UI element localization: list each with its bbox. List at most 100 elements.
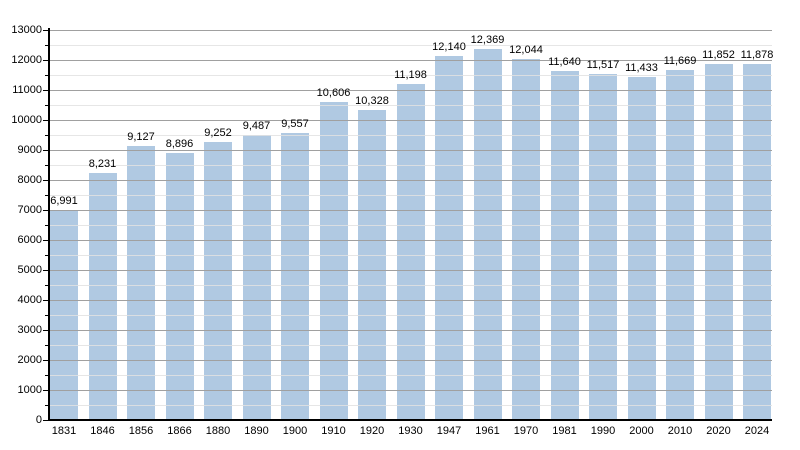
y-major-tick xyxy=(43,29,48,31)
x-tick-label: 1866 xyxy=(167,425,192,437)
bar-value-label: 11,669 xyxy=(663,54,697,67)
y-tick-label: 2000 xyxy=(17,354,42,366)
bar xyxy=(396,84,425,420)
x-tick-label: 1947 xyxy=(436,425,462,437)
bar-value-label: 11,517 xyxy=(586,59,620,72)
y-major-tick xyxy=(43,419,48,421)
gridline-major xyxy=(49,29,772,31)
gridline-major xyxy=(49,119,772,121)
x-tick-label: 2020 xyxy=(706,425,731,437)
bar xyxy=(435,55,463,420)
bar xyxy=(666,69,694,420)
bar-value-label: 11,433 xyxy=(625,62,658,74)
y-tick-label: 1000 xyxy=(17,384,42,396)
bar-value-label: 8,231 xyxy=(88,158,117,171)
x-axis xyxy=(48,419,772,421)
x-tick-label: 2024 xyxy=(744,425,770,437)
x-tick-label: 2010 xyxy=(667,425,693,437)
y-major-tick xyxy=(43,329,48,331)
x-tick-label: 1831 xyxy=(51,425,77,437)
gridline-major xyxy=(49,59,772,61)
x-tick-label: 2000 xyxy=(629,425,654,437)
bar xyxy=(88,173,117,420)
bar xyxy=(473,48,502,420)
gridline-minor xyxy=(49,344,772,346)
x-tick-label: 1880 xyxy=(205,425,231,437)
bar xyxy=(281,133,309,420)
bar-value-label: 12,369 xyxy=(470,33,505,46)
gridline-minor xyxy=(49,374,772,376)
y-major-tick xyxy=(43,119,48,121)
y-tick-label: 6000 xyxy=(17,234,42,246)
gridline-minor xyxy=(49,134,772,136)
y-major-tick xyxy=(43,209,48,211)
x-tick-label: 1970 xyxy=(513,425,539,437)
gridline-major xyxy=(49,299,772,301)
y-minor-tick xyxy=(45,104,48,106)
bar-value-label: 12,140 xyxy=(432,40,466,53)
bar-value-label: 10,328 xyxy=(355,95,389,108)
y-tick-label: 13000 xyxy=(11,24,42,36)
y-major-tick xyxy=(43,179,48,181)
gridline-minor xyxy=(49,284,772,286)
y-minor-tick xyxy=(45,404,48,406)
gridline-minor xyxy=(49,194,772,196)
y-minor-tick xyxy=(45,194,48,196)
bar-value-label: 10,606 xyxy=(316,86,351,99)
x-tick-label: 1910 xyxy=(321,425,346,437)
bar xyxy=(550,70,579,420)
bar-value-label: 8,896 xyxy=(165,138,194,151)
y-tick-label: 10000 xyxy=(11,114,42,126)
y-minor-tick xyxy=(45,134,48,136)
y-tick-label: 3000 xyxy=(17,324,42,336)
bar xyxy=(165,153,194,420)
bar-value-label: 9,252 xyxy=(204,127,232,140)
y-axis xyxy=(48,28,50,421)
gridline-major xyxy=(49,149,772,151)
y-major-tick xyxy=(43,239,48,241)
y-major-tick xyxy=(43,59,48,61)
y-minor-tick xyxy=(45,374,48,376)
y-tick-label: 12000 xyxy=(11,54,42,66)
gridline-major xyxy=(49,329,772,331)
x-tick-label: 1900 xyxy=(282,425,308,437)
x-tick-label: 1890 xyxy=(244,425,269,437)
x-tick-label: 1930 xyxy=(398,425,423,437)
y-major-tick xyxy=(43,269,48,271)
bar xyxy=(358,110,386,420)
bar xyxy=(127,146,155,420)
gridline-major xyxy=(49,389,772,391)
y-minor-tick xyxy=(45,314,48,316)
gridline-minor xyxy=(49,404,772,406)
y-tick-label: 4000 xyxy=(17,294,42,306)
bar-value-label: 9,487 xyxy=(242,120,271,133)
bar xyxy=(589,74,617,420)
gridline-major xyxy=(49,359,772,361)
gridline-minor xyxy=(49,164,772,166)
y-minor-tick xyxy=(45,344,48,346)
bar-value-label: 9,557 xyxy=(281,118,309,131)
gridline-minor xyxy=(49,104,772,106)
gridline-minor xyxy=(49,44,772,46)
bar-value-label: 11,852 xyxy=(702,49,735,62)
y-minor-tick xyxy=(45,224,48,226)
y-tick-label: 11000 xyxy=(12,84,42,96)
y-tick-label: 8000 xyxy=(17,174,42,186)
bar xyxy=(704,64,733,420)
gridline-minor xyxy=(49,224,772,226)
bar-value-label: 9,127 xyxy=(127,131,155,144)
y-tick-label: 9000 xyxy=(17,144,42,156)
y-minor-tick xyxy=(45,44,48,46)
y-major-tick xyxy=(43,149,48,151)
bar xyxy=(204,142,232,420)
gridline-major xyxy=(49,209,772,211)
y-tick-label: 5000 xyxy=(17,264,42,276)
x-tick-label: 1990 xyxy=(590,425,616,437)
bar-value-label: 12,044 xyxy=(509,43,543,56)
gridline-minor xyxy=(49,314,772,316)
y-minor-tick xyxy=(45,254,48,256)
y-major-tick xyxy=(43,89,48,91)
